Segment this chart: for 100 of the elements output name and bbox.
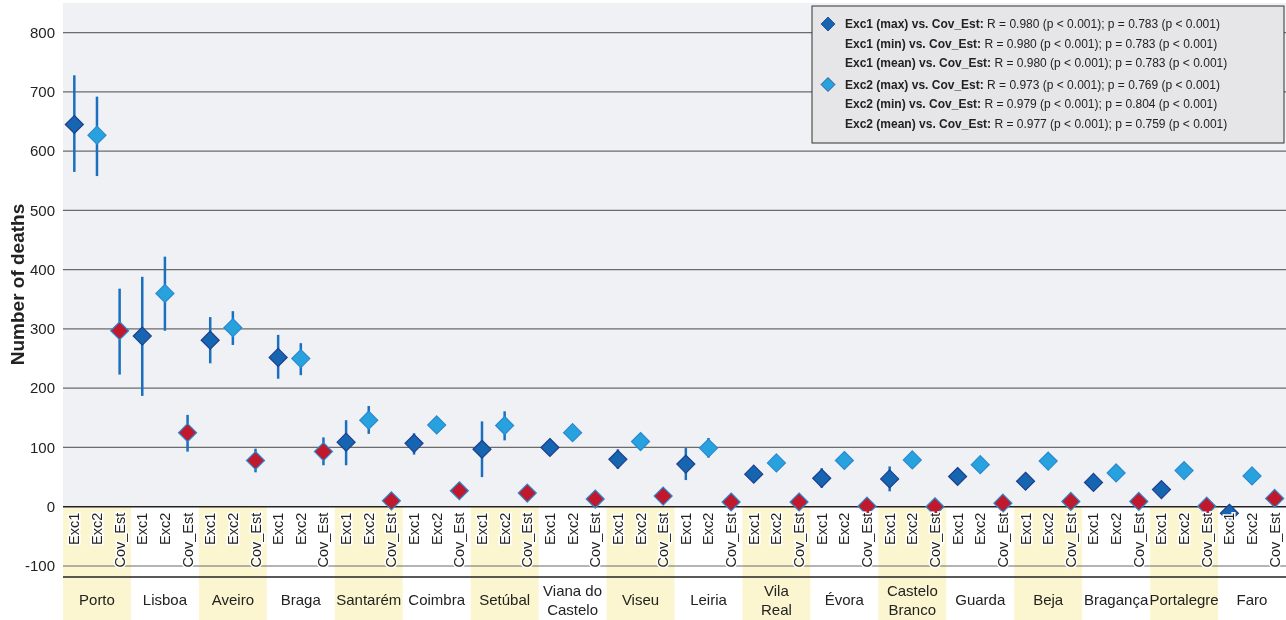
point xyxy=(359,410,379,430)
text: Aveiro xyxy=(211,591,254,608)
x-tick-label: Exc2 xyxy=(904,512,921,545)
point xyxy=(902,450,922,470)
y-tick-label: 700 xyxy=(29,83,55,101)
y-tick-label: 500 xyxy=(29,201,55,219)
point xyxy=(200,330,220,350)
x-tick-label: Exc1 xyxy=(813,512,830,545)
text: Leiria xyxy=(690,591,728,608)
point xyxy=(110,321,130,341)
x-tick-label: Exc1 xyxy=(202,512,219,545)
point xyxy=(268,347,288,367)
y-axis-title: Number of deaths xyxy=(7,203,28,366)
point xyxy=(1129,491,1149,511)
x-tick-label: Cov_Est xyxy=(926,512,943,568)
text: Bragança xyxy=(1084,591,1149,608)
point xyxy=(313,442,334,462)
x-tick-label: Cov_Est xyxy=(519,512,536,568)
point xyxy=(155,283,175,303)
x-tick-label: Exc1 xyxy=(1017,512,1034,545)
x-tick-label: Exc1 xyxy=(881,512,898,545)
x-tick-label: Cov_Est xyxy=(994,512,1011,568)
point xyxy=(245,450,266,471)
x-tick-label: Cov_Est xyxy=(1062,512,1079,568)
point xyxy=(789,492,809,512)
x-tick-label: Exc1 xyxy=(677,512,694,545)
x-tick-label: Exc1 xyxy=(1221,512,1238,545)
point xyxy=(517,483,537,503)
point xyxy=(1174,460,1194,481)
x-tick-label: Cov_Est xyxy=(383,512,400,568)
y-tick-label: -100 xyxy=(24,557,55,575)
point xyxy=(177,423,198,443)
x-tick-label: Exc1 xyxy=(338,512,355,545)
x-tick-label: Cov_Est xyxy=(1266,512,1283,568)
text: Coimbra xyxy=(408,591,466,608)
text: Santarém xyxy=(336,591,402,608)
x-tick-label: Exc2 xyxy=(1108,512,1125,545)
x-tick-label: Cov_Est xyxy=(111,512,128,568)
point xyxy=(64,114,84,135)
x-tick-label: Exc2 xyxy=(224,512,241,545)
x-tick-label: Exc1 xyxy=(406,512,423,545)
x-tick-label: Exc2 xyxy=(564,512,581,545)
point xyxy=(132,326,152,346)
x-tick-label: Exc2 xyxy=(88,512,105,545)
x-tick-label: Exc1 xyxy=(609,512,626,545)
point xyxy=(472,439,492,459)
y-tick-label: 400 xyxy=(29,260,55,278)
point xyxy=(993,493,1013,513)
point xyxy=(1038,451,1058,471)
x-tick-label: Cov_Est xyxy=(587,512,604,568)
y-tick-label: 600 xyxy=(29,142,55,160)
x-tick-label: Exc2 xyxy=(972,512,989,545)
x-tick-label: Cov_Est xyxy=(859,512,876,568)
point xyxy=(562,423,583,443)
point xyxy=(449,481,469,501)
x-tick-label: Exc1 xyxy=(473,512,490,545)
text: Braga xyxy=(280,591,322,608)
text: Beja xyxy=(1033,591,1064,608)
x-tick-label: Exc2 xyxy=(836,512,853,545)
point xyxy=(653,486,673,506)
x-tick-label: Cov_Est xyxy=(315,512,332,568)
point xyxy=(87,125,107,145)
x-tick-label: Exc1 xyxy=(949,512,966,545)
point xyxy=(970,455,990,475)
text: Viana do Castelo xyxy=(543,582,603,618)
point xyxy=(721,492,741,512)
point xyxy=(812,468,832,488)
point xyxy=(1242,466,1262,486)
point xyxy=(1106,463,1126,483)
point xyxy=(608,449,628,469)
y-tick-label: 100 xyxy=(29,438,55,456)
text: Portalegre xyxy=(1149,591,1219,608)
point xyxy=(404,433,424,453)
x-tick-label: Exc1 xyxy=(1153,512,1170,545)
text: Porto xyxy=(79,591,115,608)
x-tick-label: Exc2 xyxy=(768,512,785,545)
x-tick-label: Cov_Est xyxy=(1198,512,1215,568)
point xyxy=(630,431,651,452)
y-tick-label: 0 xyxy=(46,497,55,515)
text: Setúbal xyxy=(479,591,531,608)
text: Évora xyxy=(824,591,865,608)
point xyxy=(1265,488,1285,509)
point xyxy=(1061,491,1081,511)
x-tick-label: Exc2 xyxy=(156,512,173,545)
point xyxy=(223,318,243,338)
point xyxy=(766,453,787,473)
x-tick-label: Exc2 xyxy=(292,512,309,545)
x-tick-label: Exc1 xyxy=(134,512,151,545)
x-tick-label: Exc1 xyxy=(66,512,83,545)
x-tick-label: Exc1 xyxy=(1085,512,1102,545)
point xyxy=(948,466,968,487)
x-tick-label: Cov_Est xyxy=(1130,512,1147,568)
legend-label: Exc2 (max) vs. Cov_Est: R = 0.973 (p < 0.001); p = 0.769 (p < 0.001) Exc2 (min) vs. Cov_Est: R = 0.979 (p < 0.001); p = 0.804 (p < 0.001) Exc2 (mean) vs. Cov_Est: R = 0.977 (p < 0.001); p = 0.759 (p < 0.001) xyxy=(845,77,1228,131)
x-tick-label: Exc2 xyxy=(700,512,717,545)
point xyxy=(540,437,560,458)
point xyxy=(495,415,515,436)
x-tick-label: Exc1 xyxy=(541,512,558,545)
point xyxy=(336,432,356,452)
point xyxy=(698,438,719,458)
text: Guarda xyxy=(955,591,1006,608)
